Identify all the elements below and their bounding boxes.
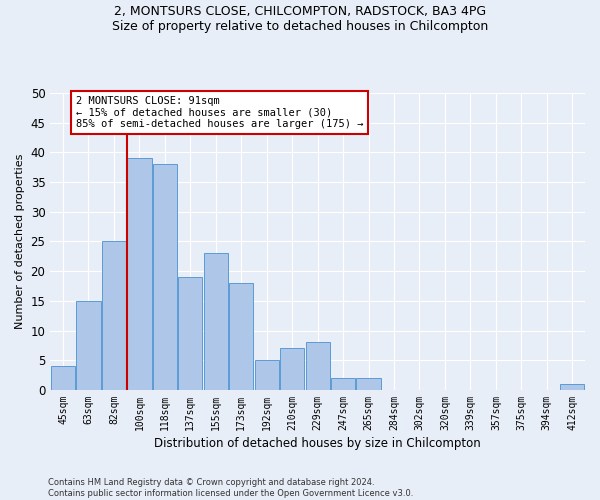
Bar (102, 242, 126, 390)
Text: Contains HM Land Registry data © Crown copyright and database right 2024.
Contai: Contains HM Land Registry data © Crown c… (48, 478, 413, 498)
Bar (254, 360, 279, 390)
Text: 2 MONTSURS CLOSE: 91sqm
← 15% of detached houses are smaller (30)
85% of semi-de: 2 MONTSURS CLOSE: 91sqm ← 15% of detache… (76, 96, 363, 129)
Bar (229, 283, 253, 390)
Text: 2, MONTSURS CLOSE, CHILCOMPTON, RADSTOCK, BA3 4PG
Size of property relative to d: 2, MONTSURS CLOSE, CHILCOMPTON, RADSTOCK… (112, 5, 488, 33)
Bar (560, 384, 584, 390)
Bar (305, 342, 330, 390)
Bar (178, 277, 202, 390)
Bar (280, 348, 304, 390)
Bar (204, 254, 228, 390)
Bar (356, 378, 380, 390)
Bar (51, 366, 75, 390)
Bar (127, 158, 152, 390)
Bar (76, 301, 101, 390)
Bar (331, 378, 355, 390)
Bar (153, 164, 177, 390)
Y-axis label: Number of detached properties: Number of detached properties (15, 154, 25, 329)
X-axis label: Distribution of detached houses by size in Chilcompton: Distribution of detached houses by size … (154, 437, 481, 450)
